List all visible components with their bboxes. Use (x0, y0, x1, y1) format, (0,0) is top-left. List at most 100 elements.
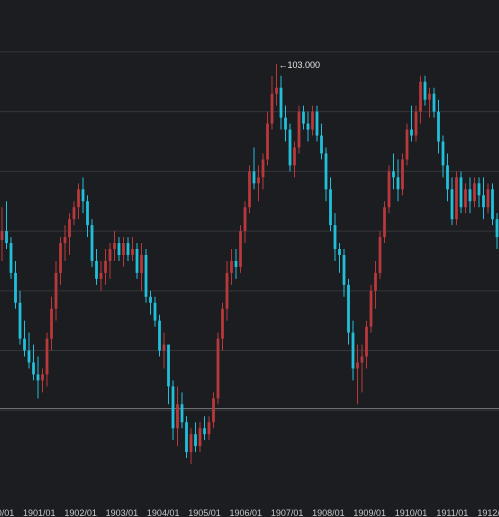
candle-body (338, 249, 341, 255)
candle-body (302, 111, 305, 124)
candle-body (405, 129, 409, 160)
candle-body (216, 338, 220, 399)
candle-body (392, 171, 395, 178)
candle-body (486, 189, 490, 208)
candle-body (387, 171, 391, 208)
candle-body (59, 243, 62, 273)
candle-body (239, 231, 242, 267)
candle-body (23, 338, 26, 351)
candle-body (288, 129, 292, 166)
candle-body (167, 344, 170, 387)
x-tick-label: 1910/01 (395, 508, 428, 517)
candle-body (396, 177, 400, 190)
candle-body (176, 404, 179, 429)
candle-body (311, 111, 314, 130)
candle-body (428, 93, 431, 100)
x-tick-label: 1904/01 (147, 508, 180, 517)
x-tick-label: 1901/01 (23, 508, 56, 517)
candle-body (473, 183, 476, 202)
x-tick-label: 1906/01 (230, 508, 263, 517)
candle-body (126, 243, 130, 255)
candle-body (50, 308, 53, 339)
candle-body (356, 362, 359, 369)
x-tick-label: 1905/01 (188, 508, 221, 517)
x-tick-label: 1907/01 (271, 508, 304, 517)
candle-body (212, 398, 215, 423)
candle-body (432, 93, 436, 112)
candle-body (9, 243, 13, 273)
candle-body (86, 201, 89, 226)
x-tick-label: 1900/01 (0, 508, 14, 517)
candle-body (221, 308, 224, 339)
candle-body (495, 219, 499, 238)
candle-body (450, 189, 454, 220)
candle-body (90, 225, 94, 261)
x-tick-label: 1903/01 (106, 508, 139, 517)
candle-body (122, 243, 125, 255)
candle-body (455, 177, 458, 220)
candle-body (324, 153, 328, 190)
max-annotation: ←103.000 (279, 60, 321, 70)
candle-body (104, 260, 107, 273)
candle-body (108, 249, 112, 261)
candle-body (360, 356, 364, 363)
candle-body (468, 189, 472, 202)
candle-body (153, 302, 157, 321)
candle-body (252, 171, 256, 184)
candle-body (342, 254, 346, 285)
candle-body (306, 123, 310, 130)
candle-body (77, 189, 80, 208)
candle-body (207, 422, 211, 435)
candle-body (54, 272, 58, 309)
candle-body (365, 326, 368, 357)
candle-body (32, 362, 35, 375)
candle-body (198, 428, 202, 447)
candle-body (293, 147, 296, 166)
candle-body (203, 428, 206, 435)
candle-body (369, 290, 373, 327)
candle-body (234, 260, 238, 267)
candle-body (266, 123, 269, 160)
candle-body (275, 87, 278, 94)
candles (0, 63, 499, 465)
candle-body (446, 165, 449, 190)
candle-body (131, 249, 134, 255)
candle-body (0, 231, 4, 241)
candle-body (63, 237, 67, 244)
annotations: ←103.000 (279, 60, 321, 70)
candle-body (441, 141, 445, 166)
candle-body (374, 272, 377, 291)
candle-body (279, 87, 283, 118)
candle-body (401, 159, 404, 190)
candle-body (257, 177, 260, 184)
candle-body (378, 237, 382, 273)
candle-body (162, 344, 166, 351)
candle-body (149, 296, 152, 303)
candle-body (45, 338, 49, 375)
candle-body (320, 135, 323, 154)
candle-body (158, 320, 161, 351)
candle-body (482, 195, 485, 208)
candle-body (189, 434, 193, 453)
candle-body (81, 189, 85, 202)
candle-body (243, 207, 247, 232)
candle-body (459, 177, 463, 208)
candle-body (117, 243, 121, 255)
candle-body (72, 207, 76, 220)
candle-body (464, 189, 467, 208)
candle-body (113, 243, 116, 250)
candle-body (419, 81, 422, 112)
candle-body (261, 159, 265, 178)
candle-body (351, 332, 355, 369)
candle-body (140, 254, 143, 273)
candle-body (171, 386, 175, 429)
candle-body (491, 189, 494, 220)
candle-body (68, 219, 71, 238)
grid-lines (0, 51, 499, 411)
x-tick-label: 1902/01 (64, 508, 97, 517)
candle-body (270, 93, 274, 124)
candle-body (5, 231, 8, 244)
candle-body (297, 111, 301, 148)
candle-body (383, 207, 386, 238)
